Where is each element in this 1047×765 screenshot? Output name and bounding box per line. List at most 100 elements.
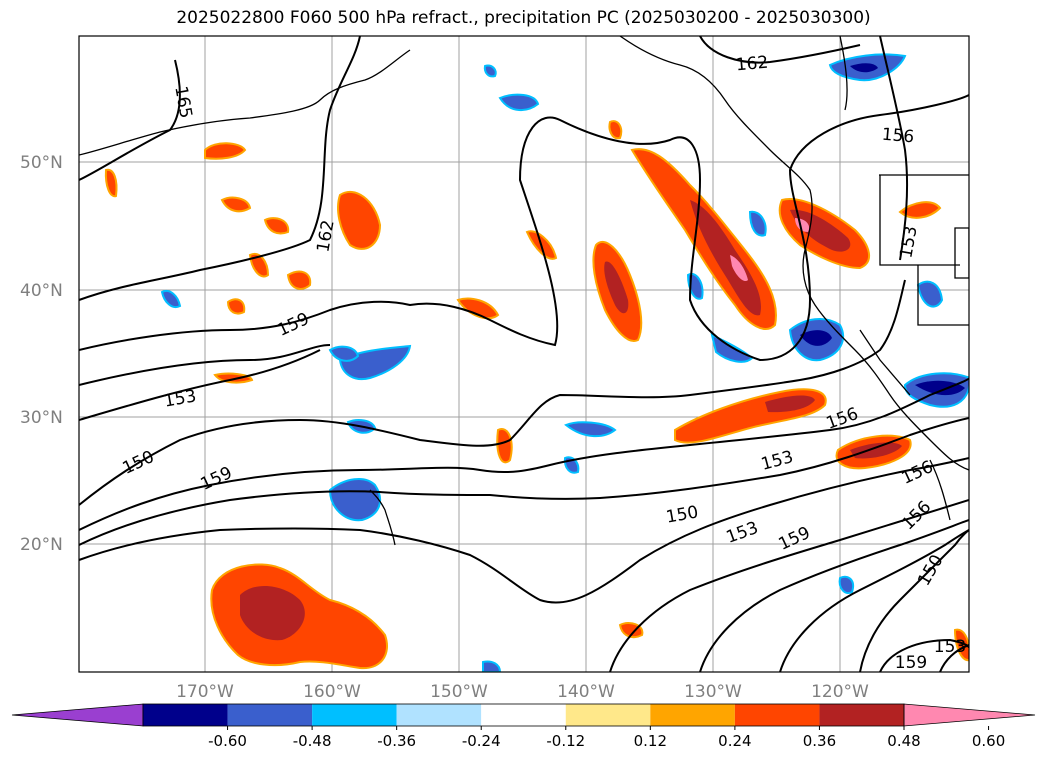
graticule — [79, 36, 969, 672]
border-state-1 — [879, 175, 960, 266]
map-area — [79, 36, 969, 672]
contour-153-south — [779, 529, 969, 672]
contour-153-west — [79, 349, 321, 421]
colorbar-tick-label: 0.48 — [887, 732, 920, 750]
coast-north-america — [619, 36, 969, 471]
coastlines — [79, 36, 969, 546]
neg-core-east — [915, 380, 965, 396]
precip-max-coastal — [730, 255, 748, 282]
border-state-2 — [917, 265, 969, 326]
colorbar-extend-high — [903, 703, 1036, 727]
neg-blob-w1 — [160, 290, 182, 308]
contour-159-se — [939, 644, 969, 672]
precip-blob-w5 — [263, 217, 290, 235]
lat-label-40n: 40°N — [20, 281, 63, 301]
neg-core-coast — [800, 330, 832, 346]
lon-label-120w: 120°W — [811, 682, 869, 702]
colorbar-tick-label: 0.24 — [718, 732, 751, 750]
lon-label-150w: 150°W — [430, 682, 488, 702]
contour-150-mid — [79, 279, 906, 506]
precip-blob-ne — [898, 201, 942, 219]
colorbar: -0.60 -0.48 -0.36 -0.24 -0.12 0.12 0.24 0.36 0.4… — [11, 703, 1036, 750]
contour-150-south — [859, 529, 969, 672]
map-frame — [78, 35, 970, 673]
lat-label-30n: 30°N — [20, 408, 63, 428]
lon-label-140w: 140°W — [557, 682, 615, 702]
lon-label-130w: 130°W — [684, 682, 742, 702]
colorbar-tick-label: -0.60 — [208, 732, 247, 750]
precip-blob-w2 — [204, 142, 247, 160]
contour-153-mid — [79, 377, 969, 531]
border-california — [859, 329, 911, 396]
colorbar-tick-label: -0.12 — [546, 732, 585, 750]
precip-blob-se — [953, 628, 969, 662]
contour-159-north — [79, 94, 969, 362]
lon-label-160w: 160°W — [303, 682, 361, 702]
colorbar-segment — [819, 704, 904, 726]
neg-core-nne — [850, 63, 878, 73]
colorbar-tick-label: -0.36 — [377, 732, 416, 750]
refractivity-contours — [79, 36, 969, 672]
contour-162-north — [699, 36, 861, 64]
neg-blob-c5 — [748, 210, 767, 237]
precip-core-subtropical — [765, 395, 815, 413]
colorbar-segment — [481, 704, 566, 726]
neg-blob-n1 — [498, 93, 540, 111]
precip-blob-w6 — [220, 196, 252, 213]
coast-hawaii — [369, 489, 396, 546]
contour-159-mid — [79, 457, 969, 604]
colorbar-tick-label: 0.60 — [972, 732, 1005, 750]
chart-title: 2025022800 F060 500 hPa refract., precip… — [176, 8, 871, 28]
neg-blob-hawaii — [328, 478, 382, 522]
lat-label-50n: 50°N — [20, 153, 63, 173]
neg-blob-n2 — [483, 64, 497, 78]
contour-label: 162 — [735, 53, 769, 76]
colorbar-border — [142, 703, 905, 727]
contour-153-ne — [879, 36, 909, 261]
colorbar-segment — [734, 704, 820, 726]
colorbar-segment — [312, 704, 397, 726]
precip-blob-w1 — [337, 190, 382, 250]
precip-blob-w3 — [248, 252, 270, 278]
precip-blob-w8 — [104, 168, 118, 198]
border-state-3 — [954, 227, 969, 279]
colorbar-segment — [650, 704, 735, 726]
colorbar-segment — [396, 704, 482, 726]
precip-core-baja — [850, 442, 902, 459]
contour-156-west — [79, 344, 331, 386]
contour-label: 159 — [895, 653, 927, 673]
contour-162-west — [79, 36, 361, 301]
contour-label: 153 — [934, 637, 966, 657]
precip-blob-w12 — [608, 120, 623, 140]
coast-baja — [929, 459, 951, 521]
lon-label-170w: 170°W — [176, 682, 234, 702]
contour-label: 156 — [881, 125, 915, 148]
neg-blob-c1 — [564, 421, 617, 438]
neg-blob-mid2 — [328, 345, 360, 362]
coast-canada-inlet — [839, 36, 848, 111]
latitude-labels: 50°N 40°N 30°N 20°N — [20, 153, 63, 555]
neg-blob-s1 — [838, 575, 854, 594]
longitude-labels: 170°W 160°W 150°W 140°W 130°W 120°W — [176, 682, 869, 702]
colorbar-segment — [565, 704, 651, 726]
precip-core-coastal — [690, 200, 761, 316]
colorbar-tick-label: -0.24 — [462, 732, 501, 750]
precip-blob-w11 — [496, 428, 513, 464]
neg-blob-east2 — [916, 280, 944, 308]
coast-alaska-peninsula — [79, 49, 411, 156]
colorbar-tick-label: -0.48 — [293, 732, 332, 750]
contour-159-south — [609, 499, 969, 672]
precip-core-sw — [240, 585, 305, 641]
precip-blob-s1 — [618, 622, 644, 639]
colorbar-extend-low — [11, 703, 144, 727]
colorbar-segment — [227, 704, 313, 726]
positive-anomaly-areas — [104, 120, 969, 670]
precip-blob-w7 — [226, 298, 246, 315]
neg-blob-s2 — [482, 660, 502, 672]
colorbar-segment — [143, 704, 228, 726]
precip-blob-w4 — [286, 270, 312, 290]
precip-core-inland — [790, 209, 851, 252]
precip-core-central — [604, 261, 629, 314]
contour-156-south — [699, 519, 969, 672]
